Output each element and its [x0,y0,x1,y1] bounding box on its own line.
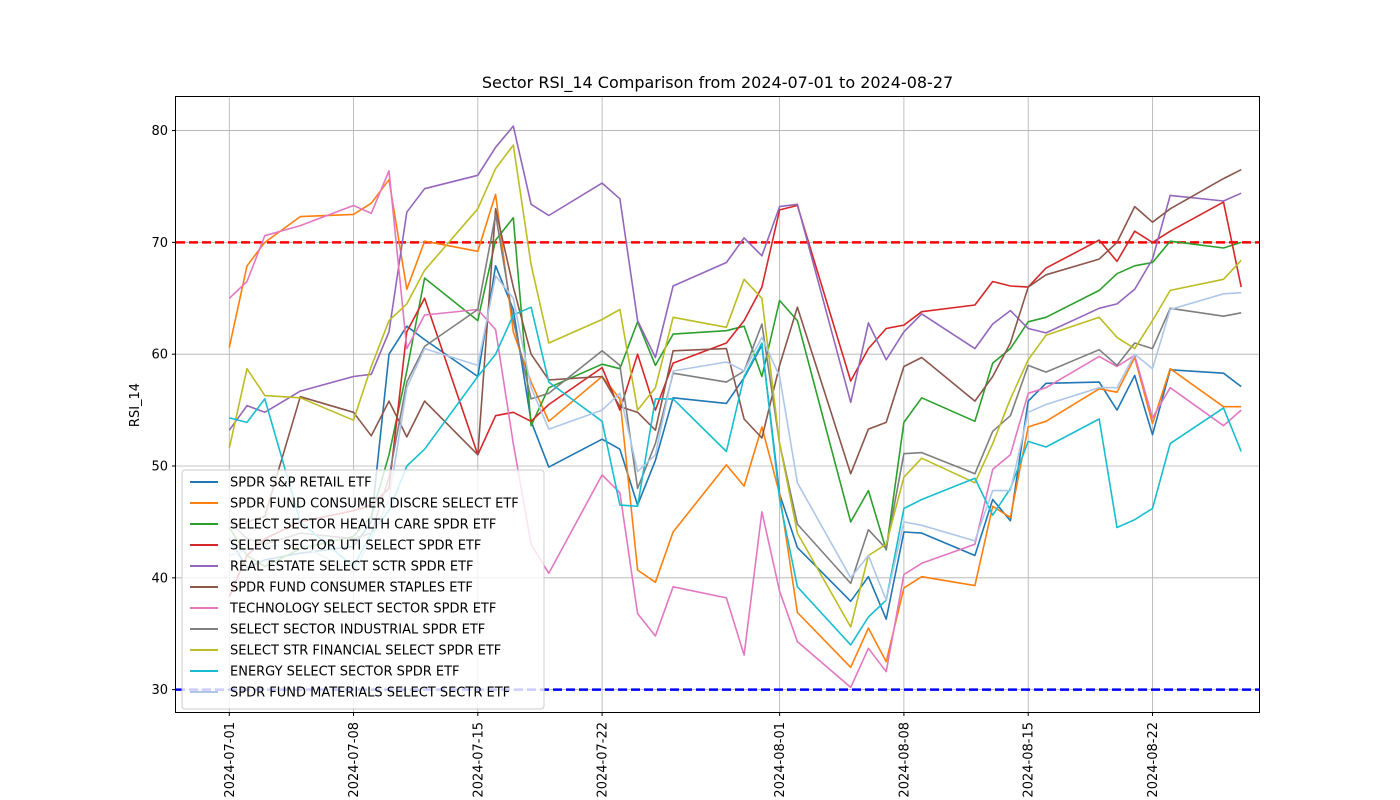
legend-label: SPDR FUND CONSUMER STAPLES ETF [230,581,473,596]
x-tick-label: 2024-08-01 [773,722,788,798]
y-axis-label: RSI_14 [128,383,143,427]
legend-label: SPDR FUND CONSUMER DISCRE SELECT ETF [230,497,519,512]
legend-label: REAL ESTATE SELECT SCTR SPDR ETF [230,560,474,575]
y-tick-label: 80 [151,124,168,139]
reference-lines [176,241,1259,691]
legend-label: ENERGY SELECT SECTOR SPDR ETF [230,665,460,680]
x-tick-label: 2024-07-01 [223,722,238,798]
y-tick-label: 40 [151,571,168,586]
x-tick-label: 2024-08-15 [1022,722,1037,798]
plot-frame [175,96,1260,713]
x-tick-label: 2024-08-08 [897,722,912,798]
legend-label: SELECT STR FINANCIAL SELECT SPDR ETF [230,644,501,659]
legend-box [181,469,545,710]
x-tick-label: 2024-08-22 [1146,722,1161,798]
y-tick-label: 50 [151,460,168,475]
y-tick-label: 60 [151,348,168,363]
chart-title: Sector RSI_14 Comparison from 2024-07-01… [482,73,953,93]
legend-label: SELECT SECTOR INDUSTRIAL SPDR ETF [230,623,485,638]
legend-label: SELECT SECTOR UTI SELECT SPDR ETF [230,539,481,554]
legend-label: SELECT SECTOR HEALTH CARE SPDR ETF [230,518,496,533]
x-tick-label: 2024-07-08 [347,722,362,798]
y-tick-label: 70 [151,236,168,251]
series-line-3 [228,217,1242,568]
legend-label: SPDR FUND MATERIALS SELECT SECTR ETF [230,686,510,701]
x-axis-ticks: 2024-07-01 2024-07-08 2024-07-15 2024-07-22… [223,712,1161,798]
series-line-7 [228,170,1242,689]
x-tick-label: 2024-07-15 [471,722,486,798]
legend-label: SPDR S&P RETAIL ETF [230,476,372,491]
series-line-5 [228,125,1242,431]
y-tick-label: 30 [151,683,168,698]
series-line-11 [229,275,1242,602]
y-axis-ticks: 30 40 50 60 70 80 [151,124,176,698]
legend-label: TECHNOLOGY SELECT SECTOR SPDR ETF [229,602,496,617]
series-line-9 [228,144,1242,628]
legend: SPDR S&P RETAIL ETF SPDR FUND CONSUMER DI… [181,469,545,710]
x-tick-label: 2024-07-22 [596,722,611,798]
series-line-4 [228,201,1242,598]
